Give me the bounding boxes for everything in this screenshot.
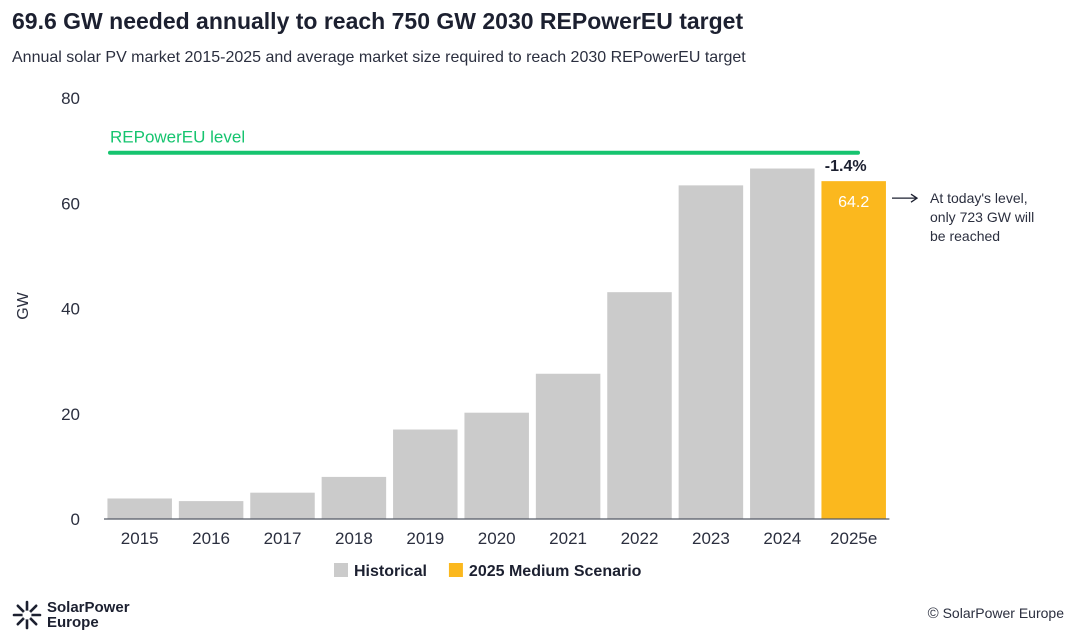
x-tick-label: 2017 — [264, 529, 302, 548]
credit-text: SolarPower Europe — [942, 605, 1064, 621]
bar-historical — [607, 292, 672, 519]
x-tick-label: 2022 — [621, 529, 659, 548]
legend-label-historical: Historical — [354, 563, 427, 580]
bar-historical — [678, 185, 744, 520]
y-tick-label: 60 — [61, 194, 80, 213]
legend-label-2025-scenario: 2025 Medium Scenario — [469, 563, 642, 580]
x-tick-label: 2016 — [192, 529, 230, 548]
bar-historical — [464, 412, 529, 519]
y-tick-label: 0 — [71, 510, 80, 529]
bar-historical — [250, 492, 315, 519]
y-tick-label: 20 — [61, 405, 80, 424]
bar-historical — [535, 373, 601, 519]
bar-historical — [178, 501, 244, 519]
callout-text-line: be reached — [930, 228, 1000, 244]
bar-chart: 0 20 40 60 80 GW 2015 2016 2017 2018 2019 2020 2021 2… — [15, 89, 1034, 580]
callout-text-line: only 723 GW will — [930, 209, 1034, 225]
copyright-icon: © — [927, 605, 939, 622]
sun-logo-icon — [12, 600, 42, 630]
change-percent-label: -1.4% — [825, 158, 867, 175]
logo-text-line2: Europe — [47, 614, 99, 631]
x-tick-label: 2023 — [692, 529, 730, 548]
x-tick-label: 2024 — [763, 529, 801, 548]
y-axis-title: GW — [15, 291, 32, 319]
x-tick-label: 2015 — [121, 529, 159, 548]
legend-swatch-2025-scenario — [448, 563, 463, 577]
x-tick-label: 2021 — [549, 529, 587, 548]
copyright-credit: © SolarPower Europe — [928, 605, 1064, 622]
y-tick-label: 40 — [61, 300, 80, 319]
solarpower-europe-logo: SolarPower Europe — [12, 600, 130, 630]
bar-historical — [750, 168, 815, 519]
arrow-right-icon — [910, 193, 919, 203]
x-tick-label: 2020 — [478, 529, 516, 548]
repowereu-label: REPowerEU level — [110, 128, 245, 147]
x-tick-label: 2019 — [406, 529, 444, 548]
callout-text-line: At today's level, — [930, 190, 1028, 206]
bar-historical — [393, 429, 458, 519]
chart-subtitle: Annual solar PV market 2015-2025 and ave… — [12, 49, 746, 66]
chart-title: 69.6 GW needed annually to reach 750 GW … — [12, 8, 744, 34]
bar-historical — [321, 476, 387, 519]
x-tick-label: 2018 — [335, 529, 373, 548]
x-tick-label: 2025e — [830, 529, 877, 548]
logo-text-line1: SolarPower — [47, 599, 130, 616]
legend-swatch-historical — [334, 563, 348, 577]
y-tick-label: 80 — [61, 89, 80, 108]
bar-value-label: 64.2 — [838, 194, 869, 211]
bar-2025-scenario — [821, 181, 886, 519]
bar-historical — [107, 498, 172, 519]
